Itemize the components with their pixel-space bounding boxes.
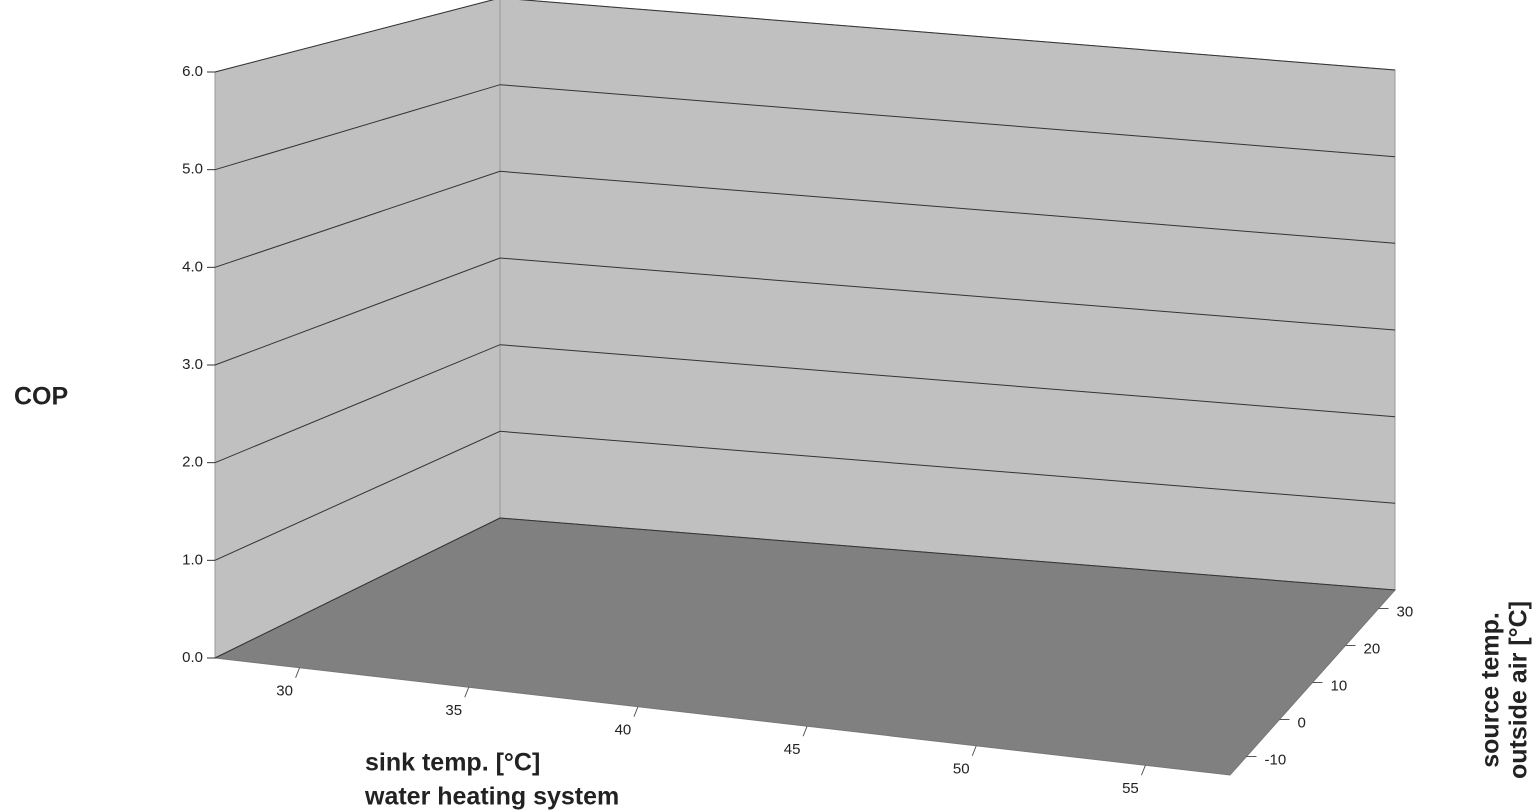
x-tick-mark xyxy=(464,687,470,698)
z-tick-label: 0.0 xyxy=(182,649,203,666)
grid-line xyxy=(214,517,1396,659)
z-tick-label: 4.0 xyxy=(182,258,203,275)
grid-line xyxy=(214,84,1396,171)
x-tick-mark xyxy=(633,706,639,717)
y-tick-label: -10 xyxy=(1265,751,1287,768)
x-tick-label: 50 xyxy=(953,761,970,778)
x-tick-mark xyxy=(295,667,301,678)
y-axis-label: outside air [°C] xyxy=(1505,601,1533,779)
x-tick-label: 35 xyxy=(445,702,462,719)
z-axis-label: COP xyxy=(14,383,68,411)
z-tick-label: 5.0 xyxy=(182,161,203,178)
x-axis-label: water heating system xyxy=(364,783,619,811)
x-tick-mark xyxy=(1140,765,1146,776)
z-tick-label: 3.0 xyxy=(182,356,203,373)
x-axis-label: sink temp. [°C] xyxy=(365,749,540,777)
y-axis-label: source temp. xyxy=(1477,612,1505,768)
y-tick-label: 20 xyxy=(1364,640,1381,657)
y-tick-label: 10 xyxy=(1331,677,1348,694)
x-tick-label: 40 xyxy=(615,722,632,739)
back-wall xyxy=(499,0,1396,591)
z-tick-label: 2.0 xyxy=(182,454,203,471)
y-tick-label: 0 xyxy=(1298,714,1306,731)
y-tick-label: 30 xyxy=(1397,603,1414,620)
x-tick-label: 30 xyxy=(276,683,293,700)
z-tick-label: 1.0 xyxy=(182,551,203,568)
x-tick-mark xyxy=(802,726,808,737)
z-tick-label: 6.0 xyxy=(182,63,203,80)
x-tick-label: 55 xyxy=(1122,780,1139,797)
grid-line xyxy=(214,430,1396,561)
x-tick-label: 45 xyxy=(784,741,801,758)
grid-line xyxy=(214,170,1396,268)
x-tick-mark xyxy=(971,745,977,756)
grid-line xyxy=(214,0,1396,73)
grid-line xyxy=(214,344,1396,464)
grid-line xyxy=(214,257,1396,366)
